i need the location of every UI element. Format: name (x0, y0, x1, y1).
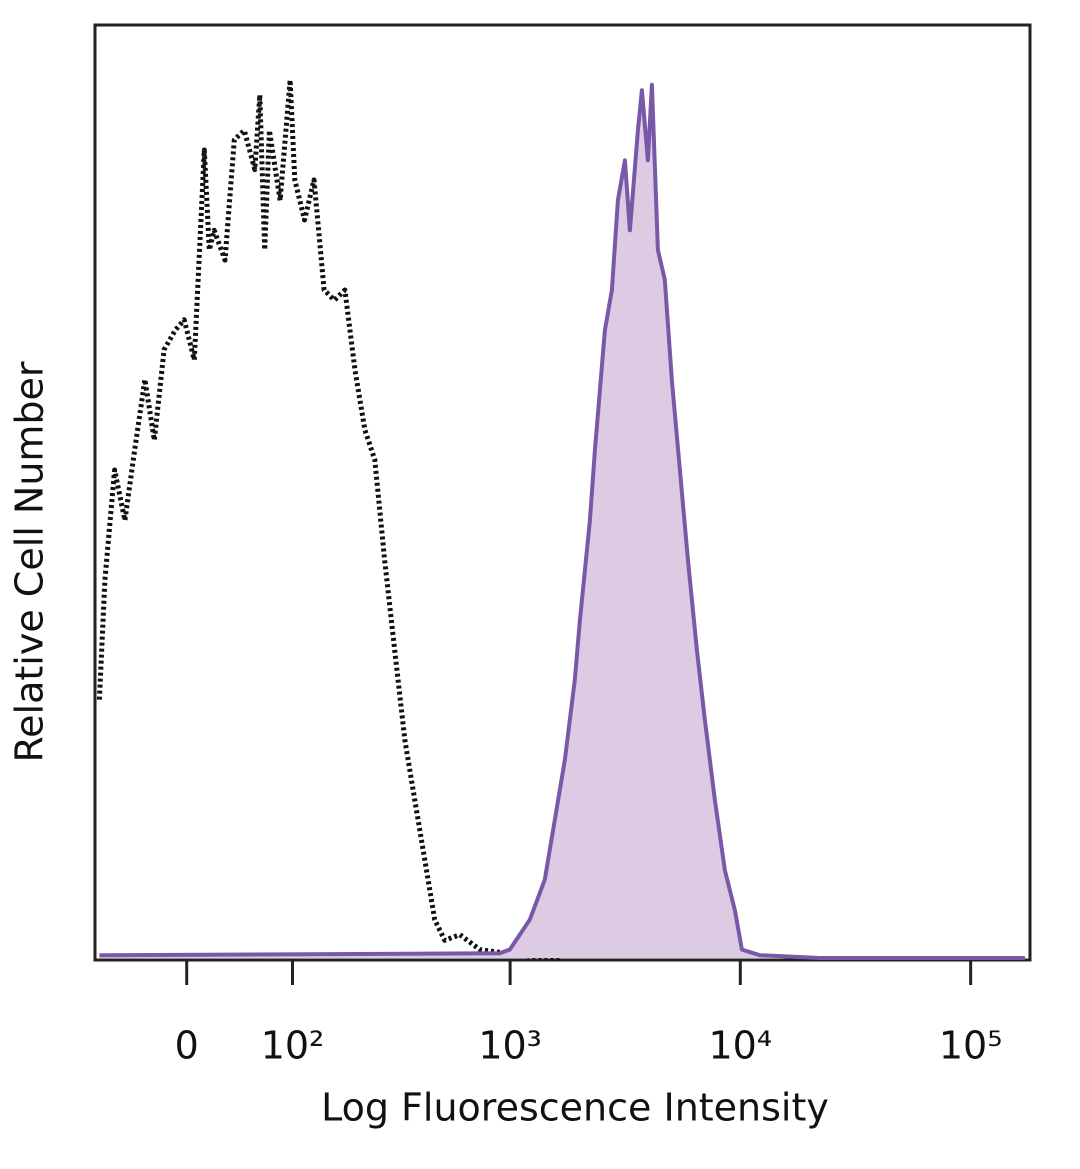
histogram-line (96, 77, 561, 961)
x-tick-label: 10⁵ (939, 1024, 1003, 1068)
x-tick-label: 0 (175, 1024, 199, 1068)
area (99, 84, 1025, 958)
y-axis-label: Relative Cell Number (8, 361, 52, 762)
x-tick-label: 10⁴ (709, 1024, 773, 1068)
plot-frame (93, 23, 1032, 962)
x-tick-label: 10³ (478, 1024, 542, 1068)
x-tick-label: 10² (261, 1024, 325, 1068)
x-axis-label: Log Fluorescence Intensity (321, 1086, 829, 1130)
histogram-line (99, 82, 1025, 960)
